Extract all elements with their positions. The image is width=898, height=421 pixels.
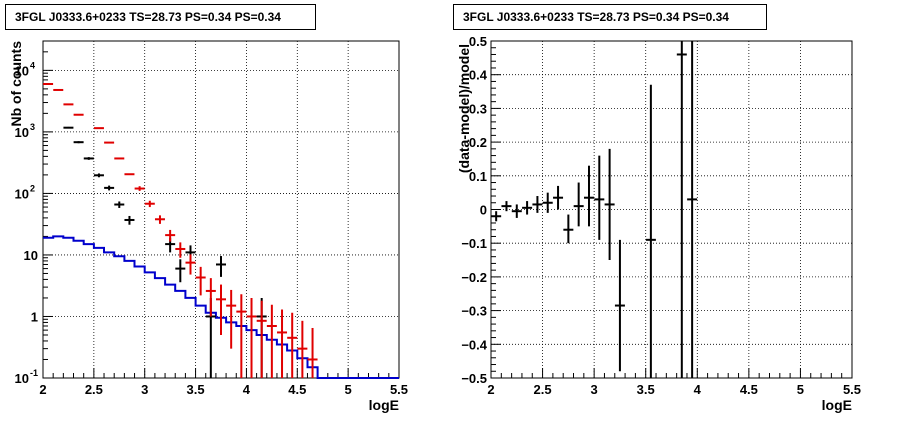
residual-point [522, 201, 533, 215]
counts-point [216, 256, 226, 277]
model-point [277, 309, 288, 378]
counts-point [124, 215, 135, 225]
residual-point [532, 196, 543, 213]
chart-title-right: 3FGL J0333.6+0233 TS=28.73 PS=0.34 PS=0.… [453, 4, 767, 30]
model-point [287, 312, 298, 378]
y-tick-label-right: 0.2 [469, 135, 487, 150]
counts-point [114, 201, 125, 208]
y-tick-label-right: 0.4 [469, 68, 488, 83]
y-tick-exponent: 3 [30, 122, 35, 132]
residual-point [594, 155, 605, 240]
x-tick-label-left: 3 [141, 382, 148, 397]
model-point [226, 289, 237, 349]
y-tick-exponent: 4 [30, 60, 35, 70]
y-tick-exponent: 2 [30, 183, 35, 193]
x-tick-label-left: 3.5 [187, 382, 205, 397]
model-point [297, 320, 308, 378]
counts-point [104, 185, 115, 191]
residual-point [553, 185, 564, 210]
x-tick-label-left: 4 [243, 382, 251, 397]
x-axis-label-left: logE [369, 397, 399, 413]
counts-point [93, 173, 104, 178]
x-tick-label-left: 4.5 [288, 382, 306, 397]
residual-point [511, 204, 522, 218]
x-tick-label-right: 3 [591, 382, 598, 397]
y-tick-label-left: 10 4 [15, 60, 35, 78]
model-point [175, 242, 186, 258]
y-tick-label-right: 0.3 [469, 101, 487, 116]
y-axis-label-right: (data-model)/model [456, 44, 472, 173]
model-point [195, 266, 206, 296]
counts-point [175, 259, 186, 283]
x-tick-label-left: 5.5 [390, 382, 408, 397]
model-point [216, 284, 226, 335]
residual-point [573, 182, 584, 227]
x-tick-label-right: 2.5 [534, 382, 552, 397]
y-tick-label-right: −0.4 [461, 337, 487, 352]
residual-point [563, 214, 574, 244]
residual-point [542, 192, 553, 213]
residual-point [501, 201, 512, 212]
y-tick-label-right: −0.2 [461, 270, 487, 285]
model-point [256, 300, 267, 378]
y-tick-label-left: 1 [31, 309, 38, 324]
counts-point [73, 141, 84, 144]
residual-point [676, 41, 687, 378]
x-tick-label-left: 2 [39, 382, 46, 397]
model-point [144, 200, 155, 208]
residual-point [645, 84, 656, 378]
y-tick-base: 10 [15, 186, 29, 201]
model-point [154, 215, 165, 224]
x-tick-label-right: 4 [694, 382, 702, 397]
model-point [236, 294, 247, 378]
y-tick-label-left: 10 3 [15, 122, 35, 140]
x-tick-label-right: 5.5 [843, 382, 861, 397]
model-point [165, 229, 176, 242]
x-tick-label-right: 4.5 [740, 382, 758, 397]
y-tick-label-right: 0.5 [469, 34, 487, 49]
y-tick-base: 10 [15, 63, 29, 78]
residual-point [491, 211, 502, 222]
y-axis-label-left: Nb of counts [8, 41, 24, 127]
x-tick-label-left: 2.5 [85, 382, 103, 397]
x-tick-label-right: 5 [797, 382, 804, 397]
model-point [266, 304, 277, 378]
x-tick-label-right: 2 [487, 382, 494, 397]
y-tick-label-right: −0.1 [461, 236, 487, 251]
source-model-line [43, 235, 399, 379]
model-point [134, 186, 145, 191]
x-tick-label-right: 3.5 [637, 382, 655, 397]
y-tick-base: 10 [15, 371, 29, 386]
y-tick-exponent: -1 [30, 368, 38, 378]
residual-point [604, 148, 615, 261]
residual-point [583, 165, 594, 227]
y-tick-label-right: −0.3 [461, 304, 487, 319]
model-point [246, 297, 257, 378]
y-tick-label-right: 0.1 [469, 169, 487, 184]
model-point [185, 254, 196, 275]
model-point [205, 278, 216, 317]
chart-title-left: 3FGL J0333.6+0233 TS=28.73 PS=0.34 PS=0.… [5, 4, 316, 30]
y-tick-label-left: 10 2 [15, 183, 35, 201]
x-tick-label-left: 5 [345, 382, 352, 397]
residual-point [687, 41, 698, 378]
y-tick-label-left: 10 [24, 248, 38, 263]
model-point [307, 327, 318, 378]
residual-point [614, 239, 625, 372]
plot-frame-left [42, 40, 400, 379]
counts-point [83, 157, 94, 160]
x-axis-label-right: logE [822, 397, 852, 413]
counts-point [63, 126, 74, 129]
y-tick-label-right: 0 [480, 203, 487, 218]
y-tick-label-left: 10 -1 [15, 368, 38, 386]
y-tick-label-right: −0.5 [461, 371, 487, 386]
y-tick-base: 10 [15, 125, 29, 140]
